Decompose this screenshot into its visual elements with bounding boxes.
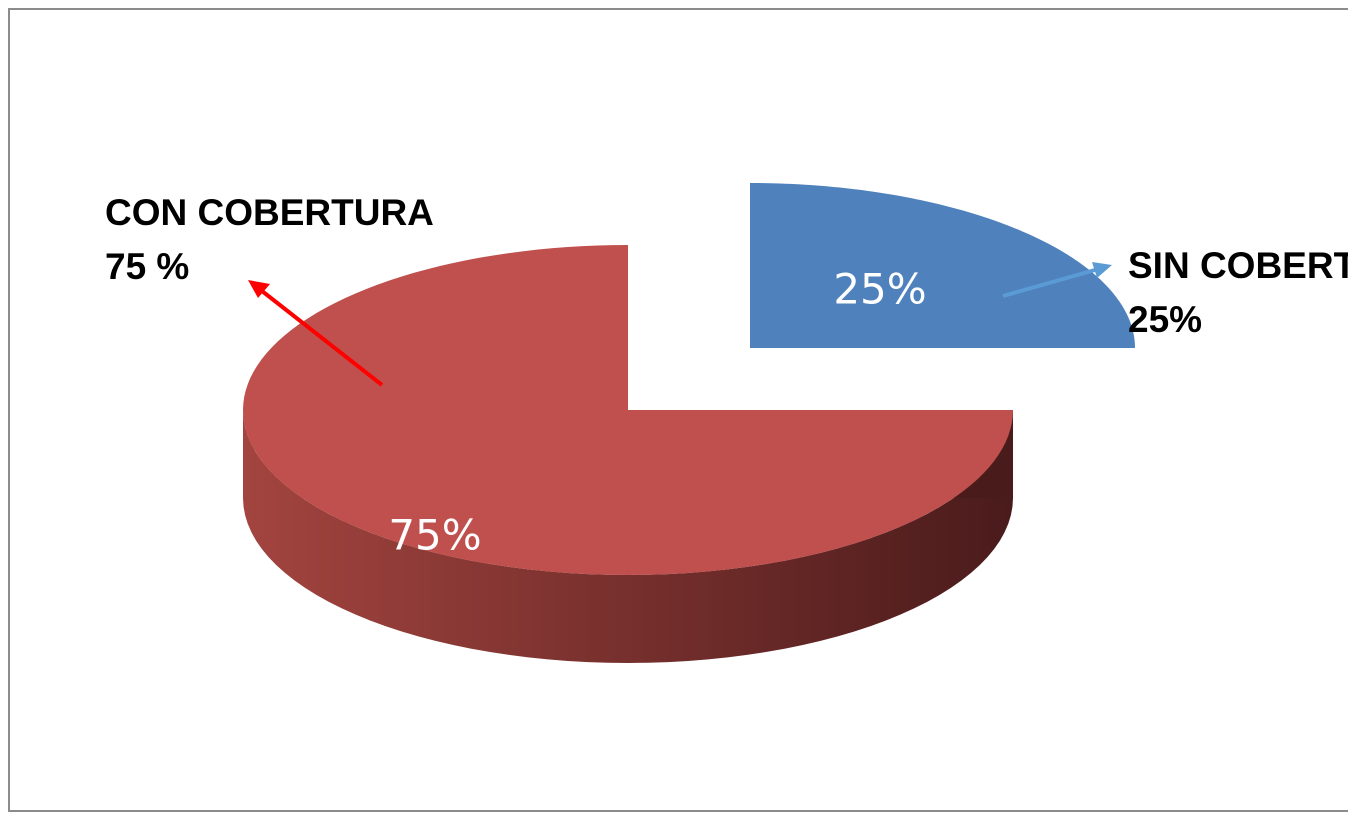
slice-side: [243, 410, 1013, 663]
category-value-label: 25%: [1128, 299, 1202, 340]
slice-label: 75%: [388, 511, 481, 560]
slice: [750, 183, 1135, 348]
arrow-line: [1002, 268, 1096, 298]
arrow-head: [1092, 262, 1112, 278]
slice: [243, 245, 1013, 575]
arrow-head: [248, 280, 270, 298]
category-value-label: 75 %: [105, 246, 189, 287]
category-label: SIN COBERTURA: [1128, 245, 1348, 286]
labels: 75% CON COBERTURA 75 % 25% SIN COBERTURA 25%: [105, 192, 1348, 560]
arrow-line: [260, 289, 384, 387]
arrows: [248, 262, 1112, 387]
category-label: CON COBERTURA: [105, 192, 434, 233]
slice-label: 25%: [833, 265, 926, 314]
pie: [243, 183, 1135, 663]
